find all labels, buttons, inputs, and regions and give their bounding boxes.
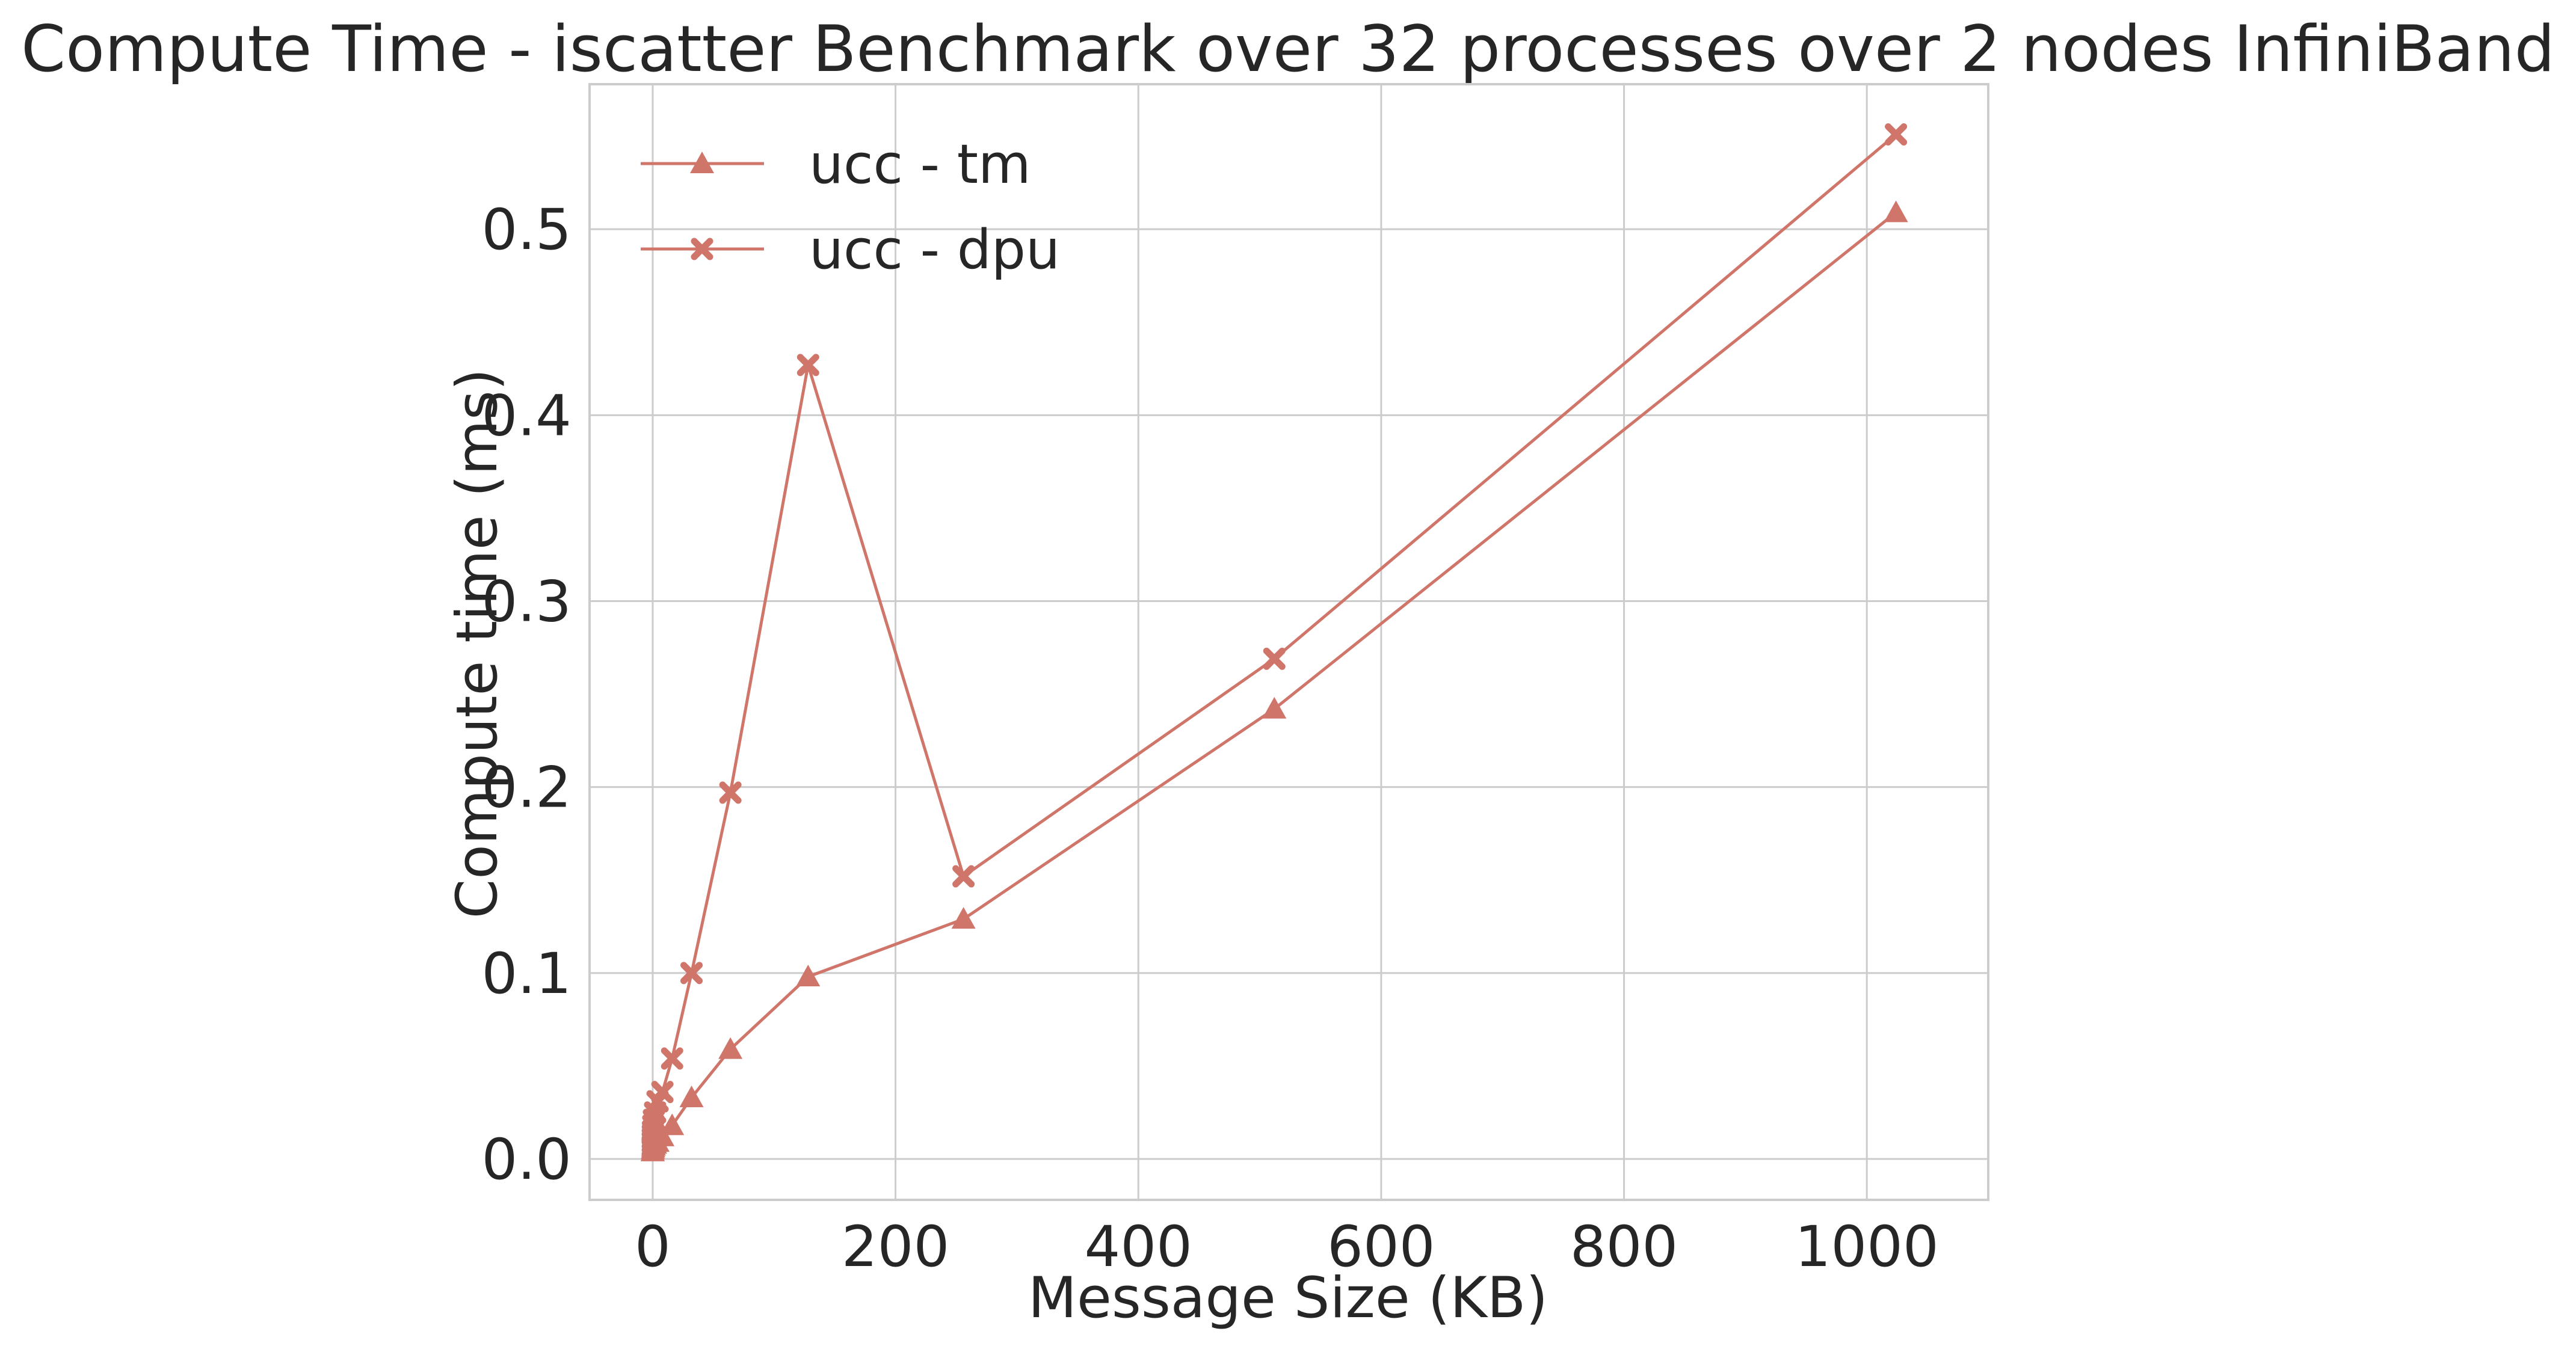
y-tick-label: 0.4 <box>482 383 572 449</box>
data-point-series-2-stroke-b <box>719 781 742 804</box>
data-point-series-2 <box>680 962 703 985</box>
data-point-series-2 <box>797 354 819 376</box>
data-point-series-1 <box>718 1037 743 1059</box>
data-point-series-2 <box>719 781 742 804</box>
y-axis-title: Compute time (ms) <box>445 369 510 919</box>
data-point-series-2-stroke-b <box>651 1081 674 1104</box>
data-point-series-2-stroke-b <box>680 962 703 985</box>
plot-area: 0 200 400 600 800 1000 0.0 0.1 0.2 0.3 0.4 0.5 <box>482 83 1989 1280</box>
y-tick-label: 0.3 <box>482 569 572 635</box>
y-tick-label: 0.5 <box>482 197 572 263</box>
legend: ucc - tm ucc - dpu <box>641 133 1060 281</box>
data-point-series-1 <box>660 1113 685 1135</box>
data-point-series-2-stroke-b <box>952 865 975 888</box>
data-point-series-2 <box>661 1047 683 1070</box>
data-point-series-2 <box>651 1081 674 1104</box>
data-point-series-2-stroke-b <box>1885 123 1908 146</box>
x-tick-label: 800 <box>1570 1214 1678 1280</box>
plot-frame <box>588 83 1989 1201</box>
data-point-series-2 <box>1885 123 1908 146</box>
legend-label-2: ucc - dpu <box>809 218 1060 281</box>
x-tick-label: 400 <box>1085 1214 1192 1280</box>
chart-title: Compute Time - iscatter Benchmark over 3… <box>21 12 2555 86</box>
legend-marker-2-stroke-b <box>691 238 713 260</box>
plot-background <box>590 84 1988 1200</box>
y-tick-label: 0.2 <box>482 755 572 821</box>
data-point-series-2 <box>952 865 975 888</box>
data-point-series-2 <box>1263 647 1286 670</box>
y-tick-label: 0.0 <box>482 1127 572 1193</box>
x-tick-label: 200 <box>842 1214 949 1280</box>
x-tick-label: 0 <box>635 1214 671 1280</box>
data-point-series-1 <box>1262 696 1287 719</box>
legend-marker-1 <box>690 152 714 173</box>
legend-marker-2 <box>691 238 713 260</box>
x-tick-label: 600 <box>1327 1214 1435 1280</box>
data-point-series-1 <box>1884 200 1908 223</box>
data-point-series-1 <box>796 965 821 986</box>
x-axis-title: Message Size (KB) <box>1028 1265 1548 1331</box>
x-tick-label: 1000 <box>1795 1214 1939 1280</box>
legend-label-1: ucc - tm <box>809 133 1031 196</box>
data-point-series-2-stroke-b <box>1263 647 1286 670</box>
data-point-series-2-stroke-b <box>661 1047 683 1070</box>
data-point-series-1 <box>679 1085 704 1107</box>
data-point-series-1 <box>951 907 976 929</box>
data-point-series-2-stroke-b <box>797 354 819 376</box>
y-tick-label: 0.1 <box>482 941 572 1007</box>
